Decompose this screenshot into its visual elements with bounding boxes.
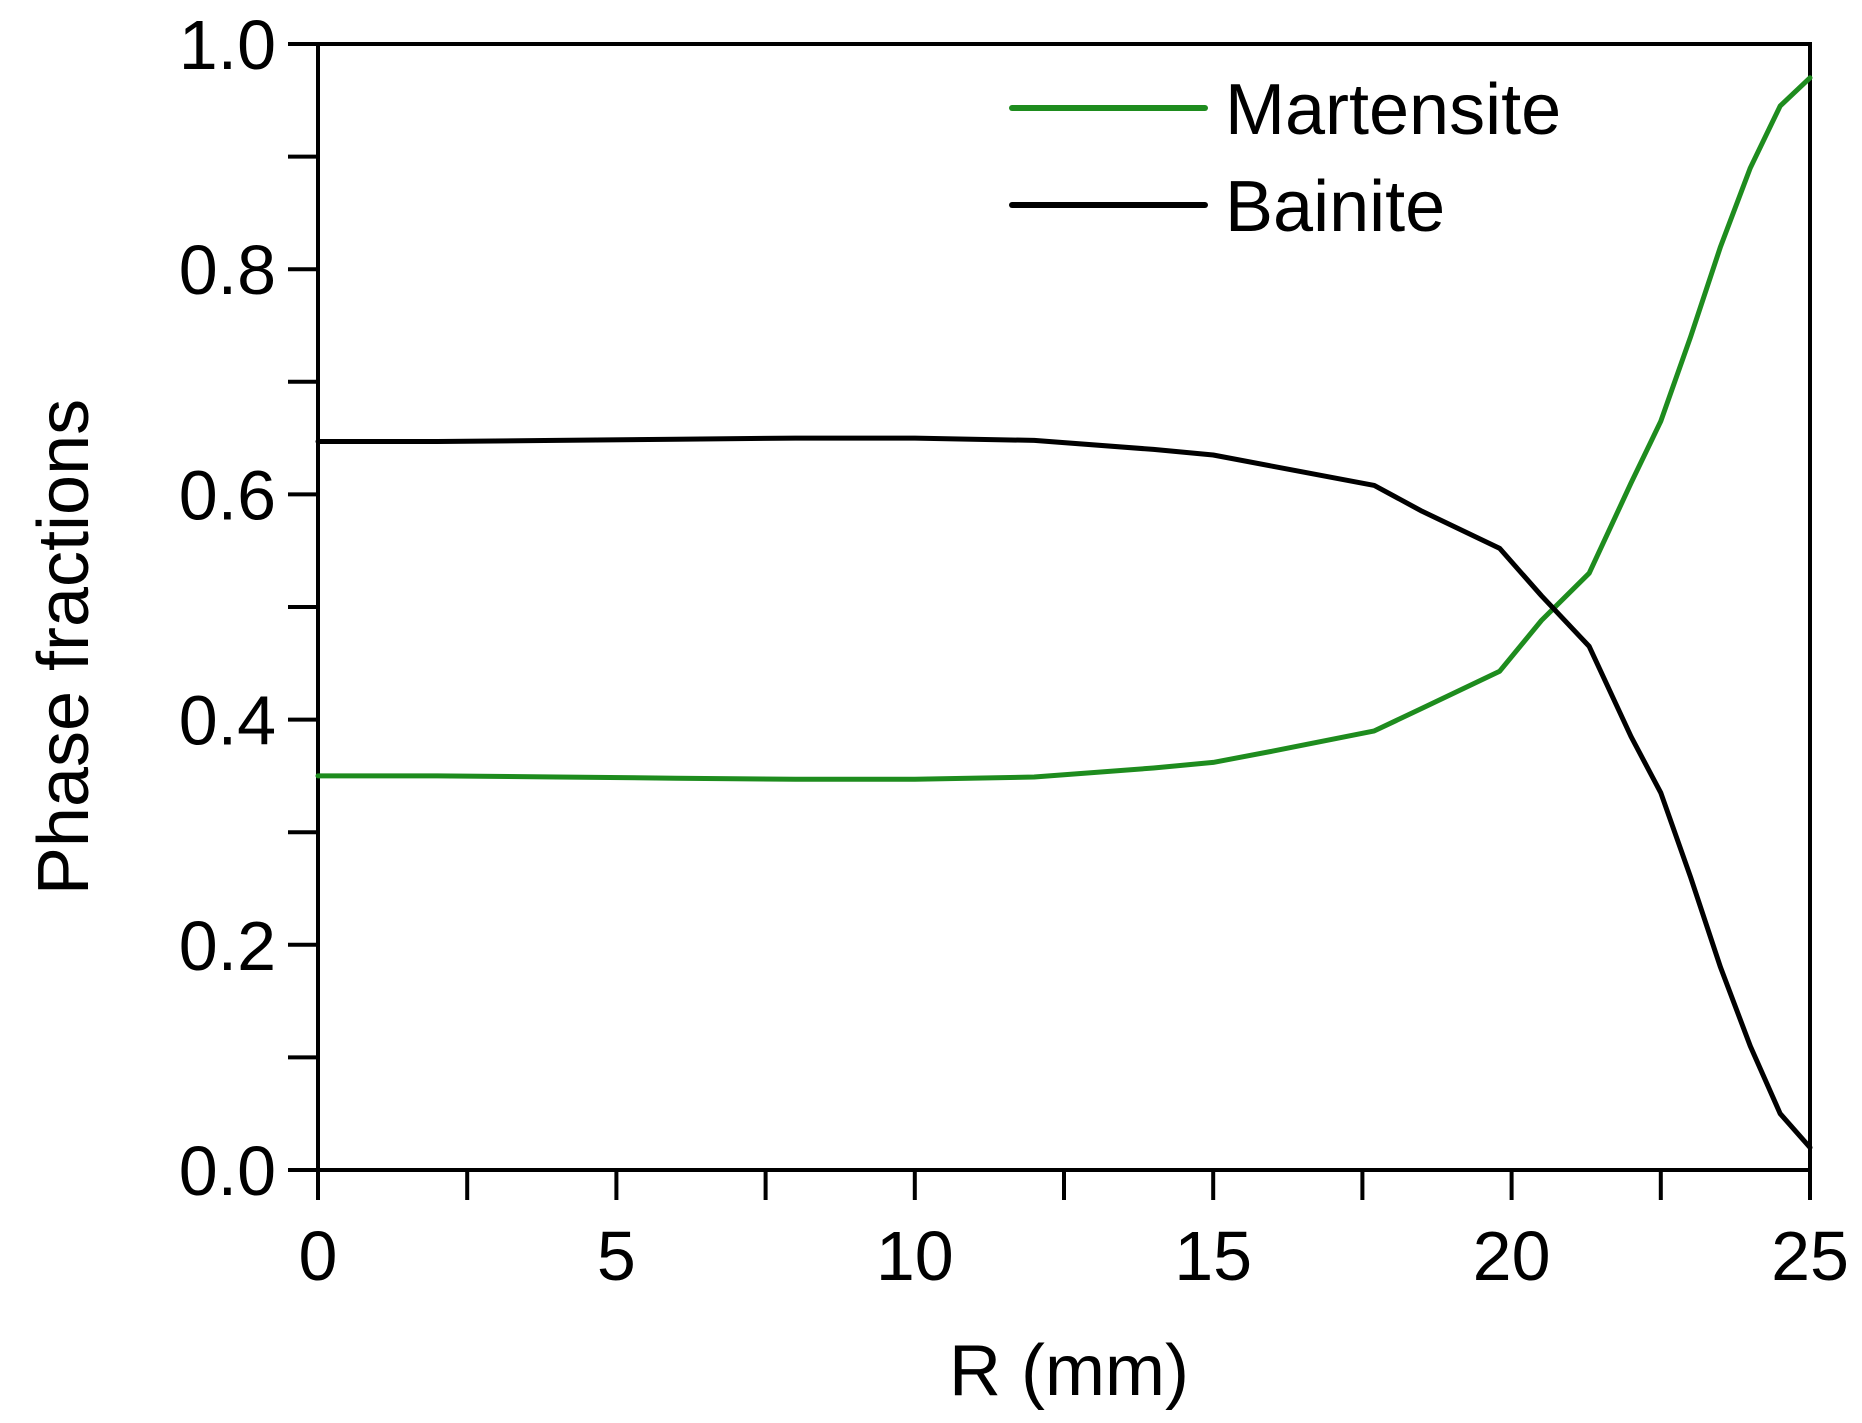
legend-label-martensite: Martensite [1225,70,1561,150]
x-axis-title: R (mm) [949,1331,1189,1411]
x-tick-label: 5 [597,1217,636,1295]
legend: Martensite Bainite [1009,70,1561,247]
y-tick-label: 1.0 [179,6,276,84]
x-tick-label: 25 [1771,1217,1849,1295]
tick-labels: 0 5 10 15 20 25 0.0 0.2 0.4 0.6 0.8 1.0 [179,6,1849,1295]
series-line-bainite [315,435,1813,1150]
plot-area [316,42,1812,1172]
plot-frame [316,42,1812,1172]
axis-ticks [288,42,1812,1200]
y-tick-label: 0.2 [179,907,276,985]
y-tick-label: 0.0 [179,1132,276,1210]
y-axis-title: Phase fractions [24,399,104,895]
x-tick-label: 20 [1473,1217,1551,1295]
y-tick-label: 0.8 [179,231,276,309]
legend-label-bainite: Bainite [1225,167,1445,247]
y-tick-label: 0.4 [179,682,276,760]
x-tick-label: 0 [299,1217,338,1295]
x-tick-label: 10 [876,1217,954,1295]
y-tick-label: 0.6 [179,456,276,534]
x-tick-label: 15 [1174,1217,1252,1295]
series-layer [315,75,1813,1150]
series-line-martensite [315,75,1813,782]
